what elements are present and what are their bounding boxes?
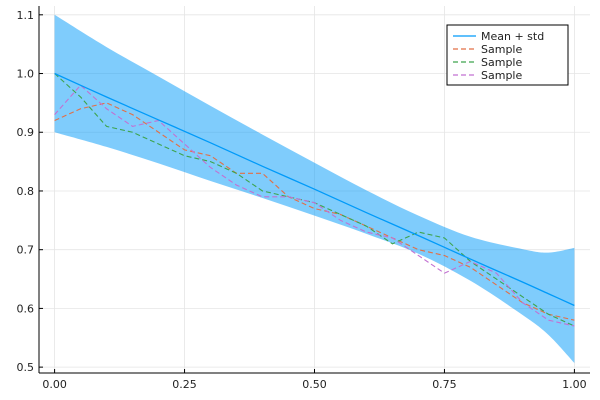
x-tick-label: 0.75 (432, 378, 457, 391)
legend-label: Sample (481, 43, 522, 56)
mean-line (54, 72, 575, 307)
x-tick-label: 0.25 (172, 378, 197, 391)
legend-label: Mean + std (481, 30, 544, 43)
mean-line-layer (54, 72, 575, 307)
y-tick-label: 0.6 (17, 302, 35, 315)
y-tick-label: 1.0 (17, 68, 35, 81)
y-tick-label: 1.1 (17, 9, 35, 22)
tick-labels: 0.00 0.25 0.50 0.75 1.00 0.5 0.6 0.7 0.8 0.9 1.0 1.… (17, 9, 587, 391)
y-tick-label: 0.5 (17, 361, 35, 374)
x-tick-label: 1.00 (562, 378, 587, 391)
legend-box (446, 24, 569, 86)
x-tick-label: 0.50 (302, 378, 327, 391)
legend-label: Sample (481, 69, 522, 82)
axes (38, 6, 590, 374)
sample-series-layer (54, 73, 575, 327)
y-tick-label: 0.9 (17, 126, 35, 139)
sample-series-1 (54, 102, 575, 321)
y-tick-label: 0.7 (17, 244, 35, 257)
y-tick-label: 0.8 (17, 185, 35, 198)
legend-label: Sample (481, 56, 522, 69)
x-tick-label: 0.00 (42, 378, 67, 391)
